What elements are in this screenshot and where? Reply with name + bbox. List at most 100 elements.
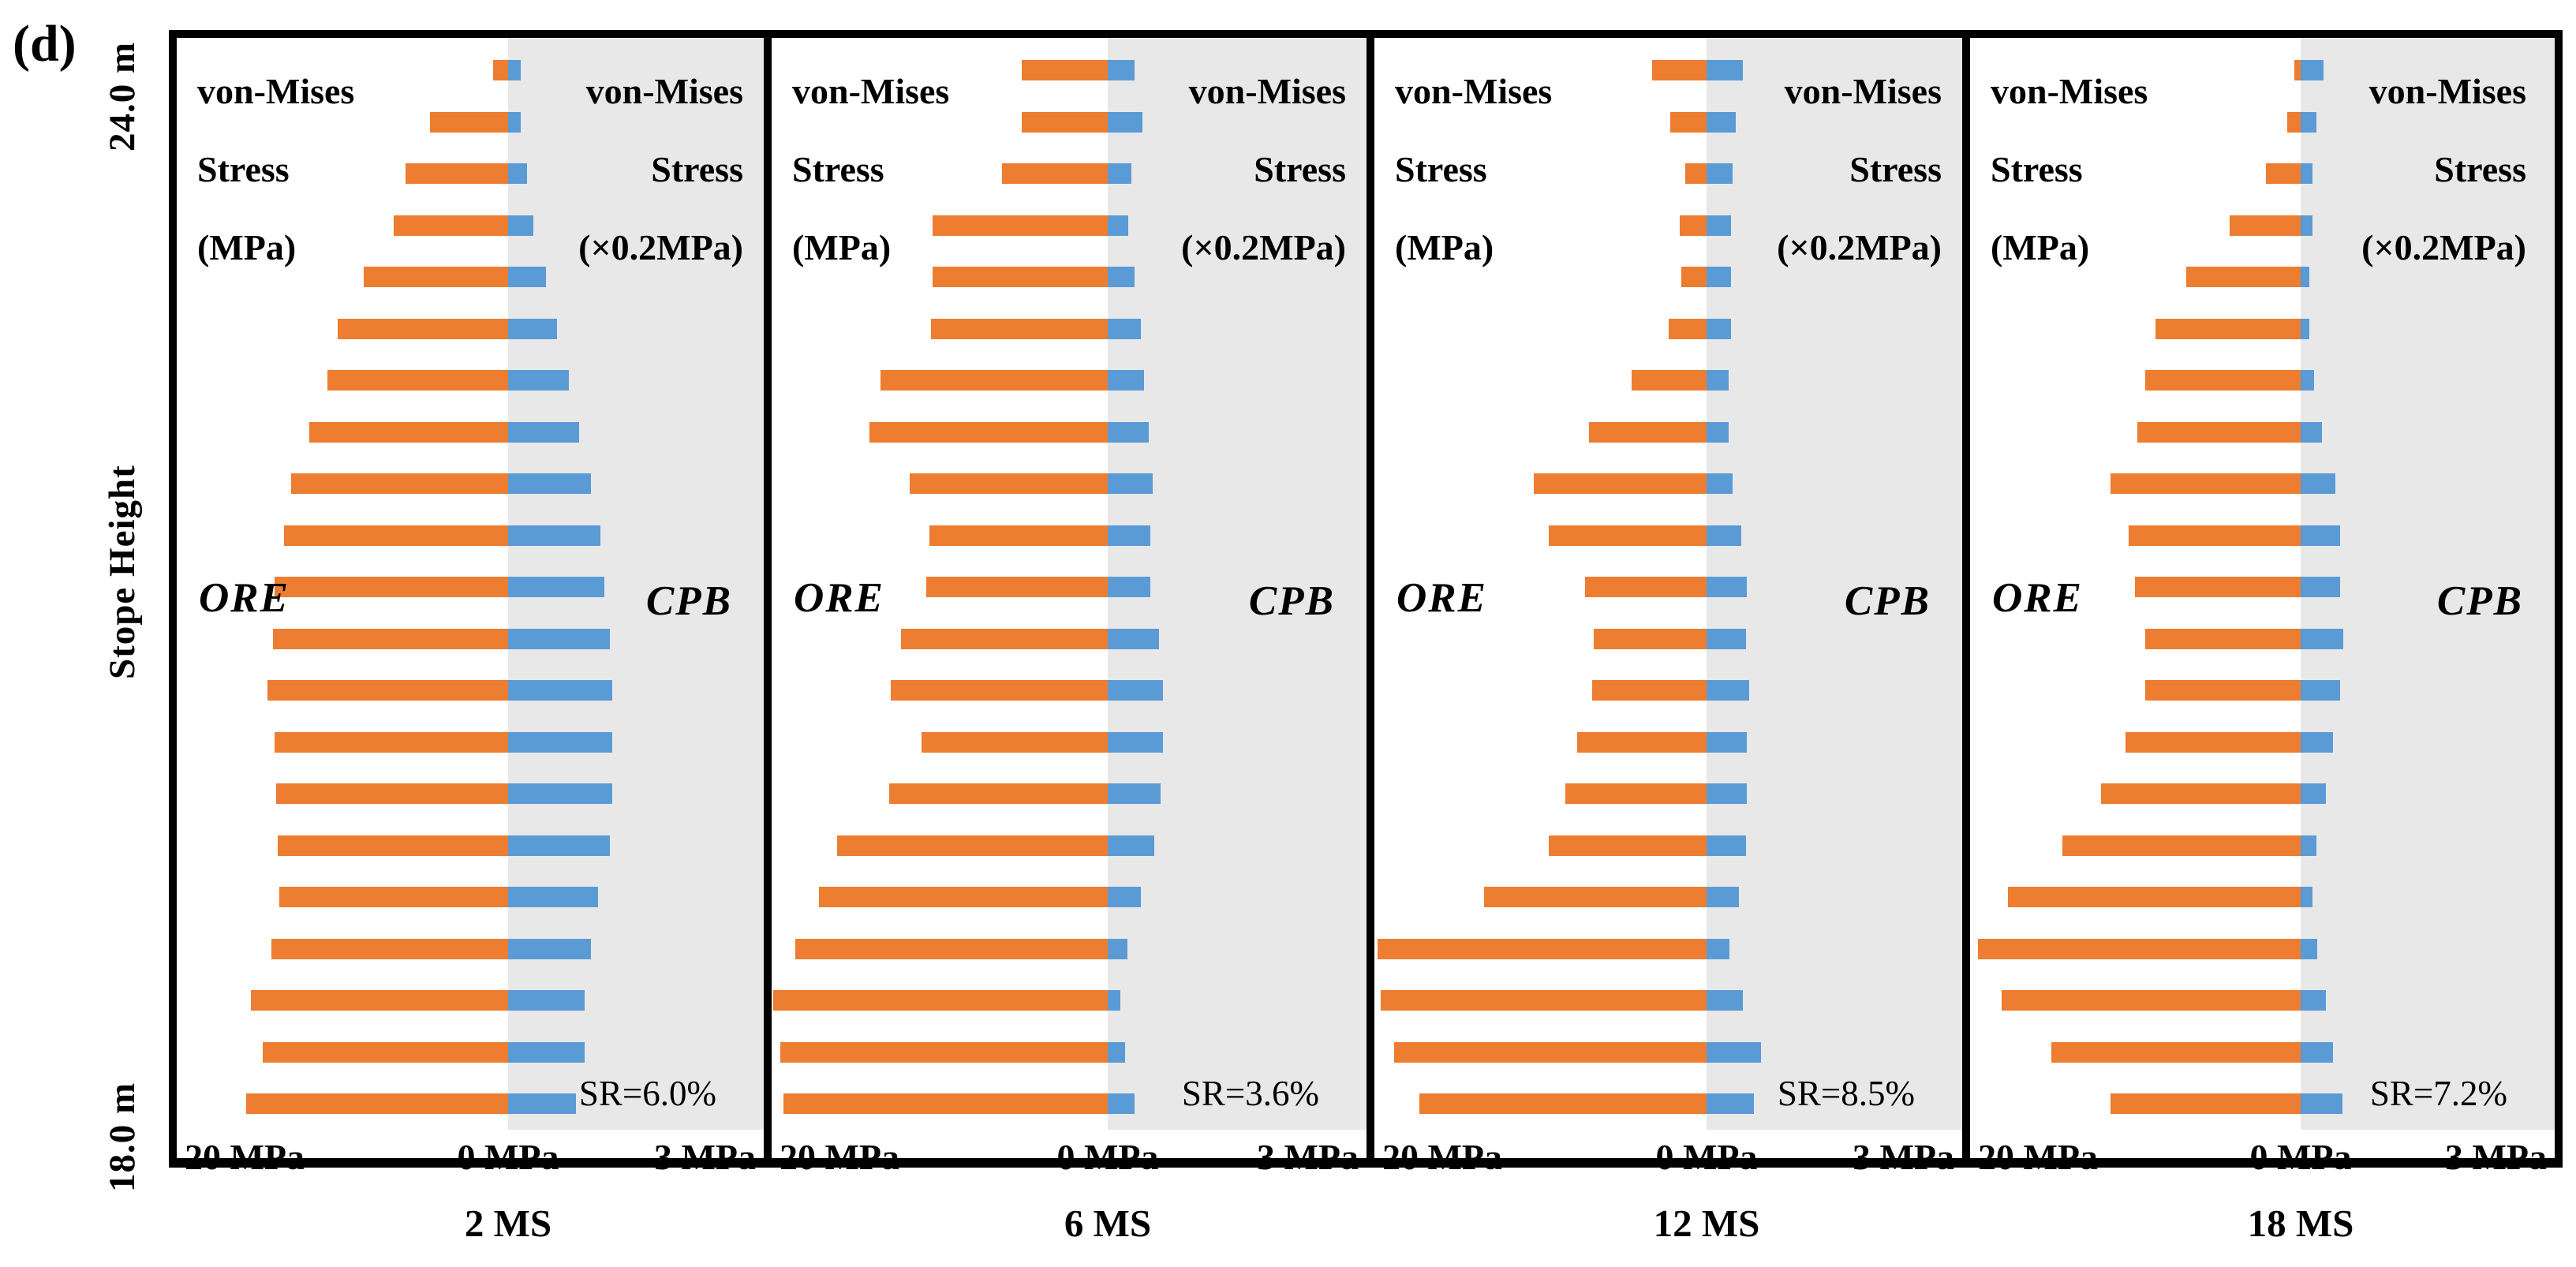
ore-stress-bar [2111, 473, 2301, 494]
cpb-stress-bar [1707, 525, 1741, 546]
cpb-stress-bar [2301, 990, 2326, 1011]
cpb-stress-bar [508, 421, 579, 443]
ore-stress-bar [2008, 887, 2301, 907]
cpb-stress-bar [1707, 421, 1729, 443]
cpb-stress-bar [2301, 783, 2326, 804]
ore-stress-bar [2155, 318, 2301, 339]
ore-stress-bar [2186, 267, 2301, 287]
ore-stress-bar [889, 783, 1108, 804]
cpb-stress-bar [1108, 215, 1128, 236]
cpb-stress-bar [1707, 473, 1733, 494]
panel-plot-area: von-Mises Stress (MPa) von-Mises Stress (… [1970, 38, 2555, 1177]
ore-stress-bar [1589, 421, 1707, 443]
cpb-stress-bar [1108, 577, 1150, 597]
cpb-stress-bar [1108, 938, 1127, 959]
panel-caption: 18 MS [2247, 1202, 2354, 1245]
ore-stress-bar [1577, 731, 1707, 753]
x-axis-left-label: 20 MPa [1978, 1137, 2099, 1177]
x-axis-left-label: 20 MPa [185, 1137, 305, 1177]
legend-ore-units: von-Mises Stress (MPa) [197, 71, 355, 267]
cpb-stress-bar [2301, 577, 2340, 597]
x-axis-right-label: 3 MPa [653, 1137, 756, 1177]
cpb-stress-bar [2301, 1041, 2333, 1063]
ore-stress-bar [1594, 628, 1707, 649]
x-axis-left-label: 20 MPa [1382, 1137, 1503, 1177]
ore-stress-bar [1632, 370, 1707, 391]
cpb-stress-bar [1707, 215, 1731, 236]
cpb-stress-bar [508, 370, 569, 391]
legend-cpb-units: von-Mises Stress (×0.2MPa) [1181, 71, 1346, 267]
ore-stress-bar [271, 938, 508, 959]
ore-stress-bar [276, 783, 508, 804]
cpb-stress-bar [1707, 111, 1736, 133]
cpb-stress-bar [1108, 267, 1135, 287]
ore-stress-bar [2101, 783, 2301, 804]
chart-panel-18-ms: von-Mises Stress (MPa) von-Mises Stress (… [1962, 30, 2563, 1177]
ore-stress-bar [880, 370, 1108, 391]
ore-stress-bar [2266, 163, 2301, 184]
cpb-stress-bar [1108, 60, 1135, 80]
ore-stress-bar [275, 731, 508, 753]
ore-stress-bar [1002, 163, 1108, 184]
ore-stress-bar [2129, 525, 2301, 546]
cpb-stress-bar [1707, 731, 1747, 753]
cpb-stress-bar [1108, 421, 1149, 443]
cpb-stress-bar [508, 628, 610, 649]
cpb-stress-bar [1707, 60, 1743, 80]
cpb-stress-bar [1108, 680, 1163, 701]
ore-stress-bar [929, 525, 1108, 546]
cpb-stress-bar [1108, 628, 1159, 649]
cpb-stress-bar [508, 163, 527, 184]
ore-stress-bar [2294, 60, 2301, 80]
ore-stress-bar [1534, 473, 1707, 494]
cpb-stress-bar [1108, 318, 1141, 339]
cpb-stress-bar [2301, 60, 2324, 80]
ore-stress-bar [2135, 577, 2301, 597]
cpb-side-label: CPB [1248, 578, 1335, 624]
panel-plot-area: von-Mises Stress (MPa) von-Mises Stress (… [177, 38, 764, 1177]
cpb-side-label: CPB [645, 578, 732, 624]
cpb-stress-bar [2301, 525, 2340, 546]
cpb-stress-bar [1707, 835, 1746, 856]
ore-stress-bar [1680, 215, 1707, 236]
x-axis-zero-label: 0 MPa [1655, 1137, 1758, 1177]
ore-stress-bar [267, 680, 508, 701]
ore-stress-bar [1652, 60, 1707, 80]
ore-stress-bar [278, 835, 508, 856]
cpb-stress-bar [508, 318, 557, 339]
ore-stress-bar [1670, 111, 1707, 133]
ore-stress-bar [1549, 835, 1707, 856]
cpb-stress-bar [1108, 111, 1142, 133]
cpb-stress-bar [1707, 680, 1749, 701]
ore-stress-bar [795, 938, 1108, 959]
panel-caption: 6 MS [1064, 1202, 1152, 1245]
ore-stress-bar [910, 473, 1108, 494]
legend-cpb-units: von-Mises Stress (×0.2MPa) [2361, 71, 2526, 267]
cpb-stress-bar [1108, 887, 1141, 907]
ore-side-label: ORE [1396, 575, 1487, 621]
cpb-stress-bar [1707, 783, 1747, 804]
cpb-stress-bar [2301, 887, 2312, 907]
cpb-stress-bar [2301, 421, 2322, 443]
cpb-stress-bar [1108, 525, 1150, 546]
ore-stress-bar [901, 628, 1108, 649]
ore-side-label: ORE [794, 575, 884, 621]
cpb-stress-bar [508, 473, 591, 494]
cpb-stress-bar [508, 835, 610, 856]
ore-stress-bar [1022, 111, 1108, 133]
ore-stress-bar [394, 215, 508, 236]
cpb-stress-bar [508, 215, 533, 236]
cpb-stress-bar [2301, 835, 2316, 856]
cpb-stress-bar [508, 60, 521, 80]
legend-ore-units: von-Mises Stress (MPa) [1991, 71, 2148, 267]
cpb-stress-bar [1707, 163, 1733, 184]
ore-stress-bar [891, 680, 1108, 701]
cpb-stress-bar [1108, 783, 1161, 804]
ore-stress-bar [1419, 1093, 1707, 1114]
ore-stress-bar [1565, 783, 1707, 804]
cpb-stress-bar [2301, 215, 2312, 236]
ore-stress-bar [246, 1093, 508, 1114]
ore-stress-bar [309, 421, 508, 443]
cpb-stress-bar [508, 990, 585, 1011]
x-axis-right-label: 3 MPa [2444, 1137, 2547, 1177]
